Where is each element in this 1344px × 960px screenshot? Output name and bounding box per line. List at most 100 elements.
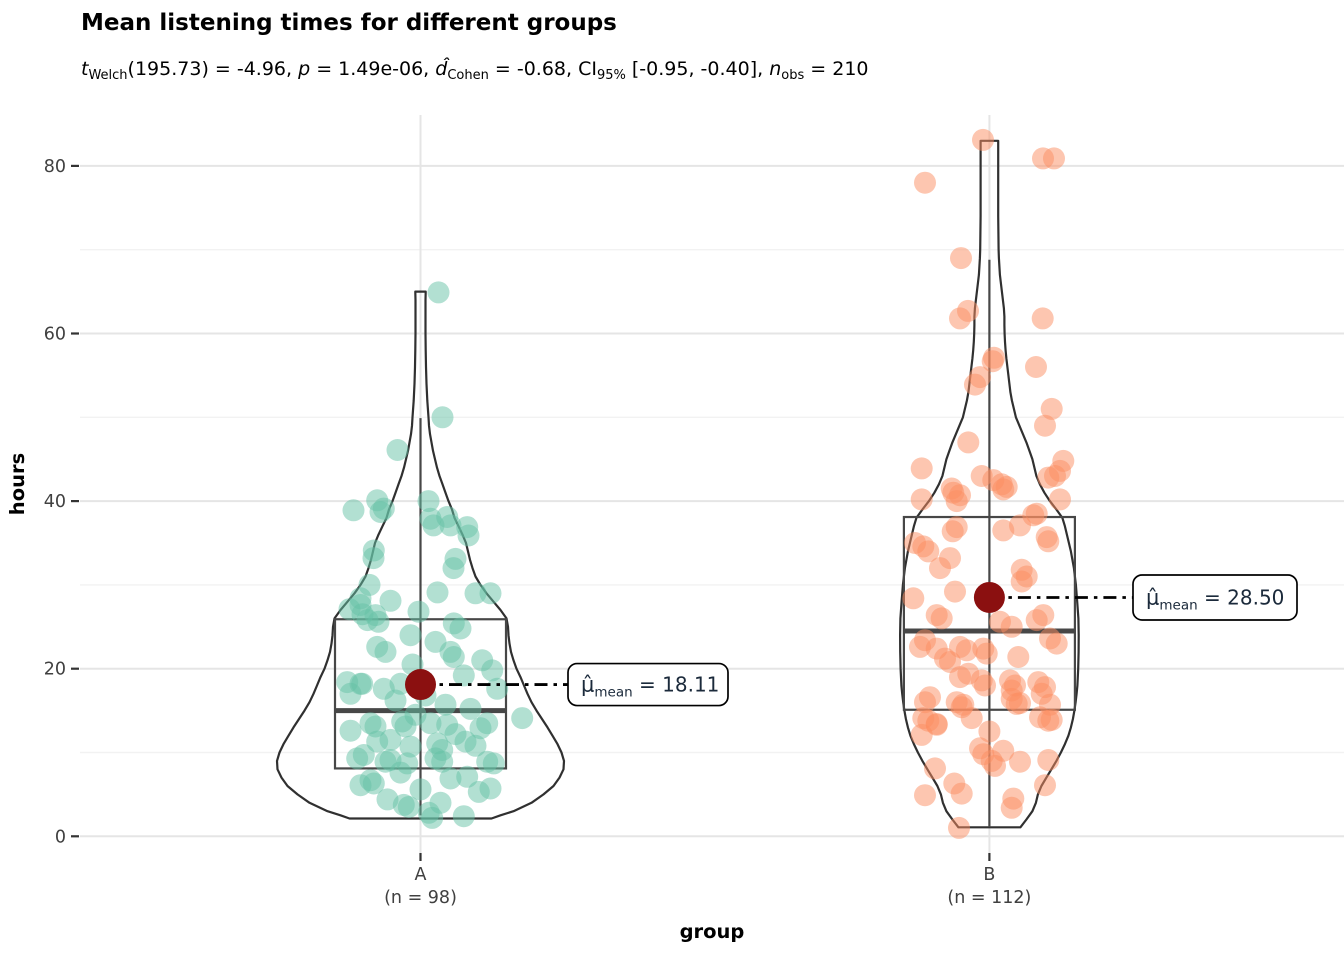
jitter-point-A — [364, 604, 387, 627]
jitter-point-A — [481, 659, 504, 682]
mean-label-box-A — [567, 662, 729, 707]
jitter-point-B — [981, 350, 1004, 373]
jitter-point-A — [379, 589, 402, 612]
jitter-point-B — [955, 639, 978, 662]
jitter-point-B — [975, 642, 998, 665]
subtitle-segment: obs — [781, 68, 805, 83]
y-tick-label: 0 — [55, 827, 66, 847]
jitter-point-A — [339, 719, 362, 742]
jitter-point-A — [404, 703, 427, 726]
jitter-point-B — [1049, 488, 1071, 511]
jitter-point-B — [950, 782, 973, 805]
jitter-point-B — [902, 587, 925, 610]
box-B — [902, 515, 1077, 711]
mean-label-text-B: μ̂mean = 28.50 — [1146, 585, 1284, 613]
y-tick-label: 60 — [44, 325, 66, 345]
jitter-point-B — [940, 477, 963, 500]
jitter-point-B — [1009, 514, 1031, 537]
jitter-point-A — [449, 617, 472, 640]
x-tick-sublabel: (n = 98) — [384, 888, 457, 908]
jitter-point-B — [1037, 466, 1060, 489]
jitter-point-A — [442, 557, 465, 580]
jitter-point-A — [389, 761, 412, 784]
jitter-point-A — [349, 774, 372, 797]
jitter-point-A — [479, 582, 502, 605]
subtitle-segment: = 210 — [804, 58, 869, 80]
stats-subtitle: tWelch(195.73) = -4.96, p = 1.49e-06, d̂… — [81, 58, 869, 83]
jitter-point-A — [374, 640, 397, 663]
jitter-point-A — [342, 499, 365, 522]
jitter-point-B — [930, 607, 953, 630]
jitter-point-B — [974, 674, 996, 697]
jitter-point-B — [950, 247, 972, 270]
jitter-point-B — [929, 557, 951, 580]
jitter-point-A — [429, 791, 452, 814]
subtitle-segment: = -0.68, CI — [488, 58, 597, 80]
x-tick-label: B — [983, 865, 995, 885]
jitter-point-A — [431, 750, 454, 773]
jitter-point-B — [1007, 646, 1030, 668]
jitter-point-A — [362, 539, 385, 562]
jitter-point-A — [386, 439, 409, 461]
jitter-point-B — [995, 475, 1018, 498]
jitter-point-B — [978, 720, 1001, 743]
y-tick-label: 20 — [44, 660, 66, 680]
subtitle-segment: = 1.49e-06, — [310, 58, 436, 80]
subtitle-segment: n — [769, 58, 782, 80]
x-axis-title: group — [680, 920, 745, 943]
jitter-point-B — [1034, 774, 1056, 797]
jitter-point-B — [1037, 530, 1060, 553]
jitter-point-A — [424, 630, 447, 653]
jitter-point-B — [960, 707, 983, 730]
jitter-point-A — [384, 689, 407, 712]
jitter-point-B — [1037, 749, 1060, 771]
jitter-point-A — [442, 646, 465, 668]
jitter-point-B — [964, 373, 986, 396]
subtitle-segment: d̂ — [435, 58, 448, 80]
jitter-point-B — [917, 540, 940, 563]
jitter-point-B — [972, 128, 994, 151]
jitter-point-A — [431, 406, 454, 429]
jitter-point-B — [910, 488, 933, 511]
jitter-point-A — [469, 717, 492, 740]
jitter-point-B — [949, 307, 971, 330]
jitter-point-A — [351, 672, 374, 695]
jitter-point-A — [399, 735, 422, 758]
jitter-point-B — [941, 520, 964, 543]
subtitle-segment: Cohen — [447, 68, 489, 83]
jitter-point-A — [419, 507, 442, 530]
jitter-point-A — [456, 765, 479, 788]
mean-label-box-B — [1132, 574, 1298, 621]
jitter-point-B — [1043, 147, 1065, 170]
jitter-point-A — [486, 677, 509, 700]
jitter-point-A — [452, 664, 475, 687]
subtitle-segment: p — [298, 58, 311, 80]
jitter-point-A — [444, 723, 467, 746]
jitter-point-A — [399, 624, 422, 647]
jitter-point-B — [992, 519, 1015, 542]
jitter-point-B — [944, 580, 966, 603]
jitter-point-B — [984, 754, 1006, 777]
jitter-point-A — [456, 516, 479, 539]
jitter-point-B — [1010, 570, 1033, 593]
jitter-point-B — [957, 431, 980, 454]
jitter-point-A — [434, 693, 457, 716]
jitter-point-A — [376, 788, 399, 811]
jitter-point-B — [1000, 796, 1023, 819]
subtitle-segment: (195.73) = -4.96, — [127, 58, 299, 80]
jitter-point-B — [1031, 307, 1054, 330]
jitter-point-A — [479, 777, 502, 800]
jitter-point-A — [397, 796, 420, 818]
jitter-point-B — [1009, 750, 1031, 773]
jitter-point-A — [436, 506, 459, 528]
jitter-point-A — [452, 805, 475, 828]
jitter-point-A — [407, 600, 430, 623]
jitter-point-A — [352, 744, 375, 766]
jitter-point-B — [1040, 397, 1063, 420]
mean-point-A — [405, 669, 436, 701]
violin-outline-A — [275, 290, 566, 820]
jitter-point-B — [914, 171, 936, 194]
jitter-point-A — [439, 767, 462, 790]
jitter-point-A — [511, 707, 534, 730]
subtitle-segment: t — [81, 58, 89, 80]
